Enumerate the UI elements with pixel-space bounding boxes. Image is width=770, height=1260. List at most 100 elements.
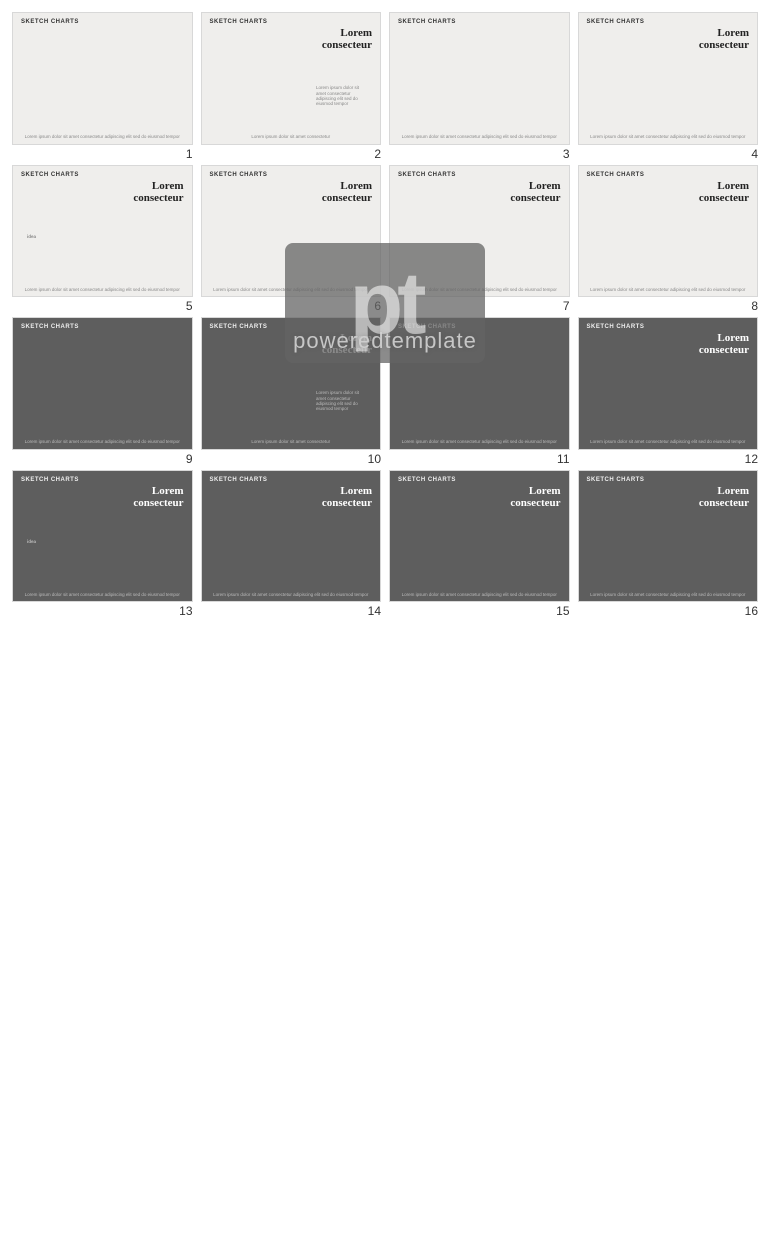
svg-text:lorem: lorem bbox=[733, 554, 748, 560]
svg-text:e: e bbox=[715, 102, 718, 108]
svg-text:concept: concept bbox=[88, 58, 115, 67]
slide-cell[interactable]: SKETCH CHARTS Loremconsecteur 1 2 3 4 id… bbox=[12, 165, 193, 314]
svg-text:2: 2 bbox=[97, 559, 101, 568]
slide-thumb[interactable]: SKETCH CHARTS Loremconsecteur A B idea p… bbox=[201, 470, 382, 603]
slide-header: SKETCH CHARTS bbox=[21, 19, 184, 25]
slide-side-lorem: Lorem ipsum dolor sit amet consectetur a… bbox=[316, 85, 366, 107]
svg-text:e: e bbox=[715, 407, 718, 413]
svg-text:creative: creative bbox=[522, 406, 563, 420]
slide-title: Loremconsecteur bbox=[210, 27, 373, 51]
svg-text:idea: idea bbox=[533, 597, 547, 602]
svg-text:idea: idea bbox=[134, 415, 148, 424]
svg-text:A: A bbox=[252, 400, 258, 409]
slide-title: Loremconsecteur bbox=[21, 180, 184, 204]
svg-text:idea: idea bbox=[609, 398, 623, 407]
svg-text:3: 3 bbox=[133, 254, 137, 263]
svg-text:idea: idea bbox=[224, 577, 238, 586]
slide-cell[interactable]: SKETCH CHARTS Loremconsecteur idea plan … bbox=[578, 317, 759, 466]
slide-header: SKETCH CHARTS bbox=[398, 172, 561, 178]
slide-number: 2 bbox=[201, 145, 382, 161]
svg-text:idea: idea bbox=[609, 93, 623, 102]
svg-text:plan: plan bbox=[53, 415, 69, 424]
slide-thumb[interactable]: SKETCH CHARTS Loremconsecteur lorem lore… bbox=[578, 165, 759, 298]
svg-text:B: B bbox=[299, 569, 305, 578]
slide-title: Loremconsecteur bbox=[587, 332, 750, 356]
slide-header: SKETCH CHARTS bbox=[210, 477, 373, 483]
svg-text:B: B bbox=[284, 95, 290, 104]
slide-cell[interactable]: SKETCH CHARTS concept plan idea Lorem co… bbox=[12, 317, 193, 466]
slide-cell[interactable]: SKETCH CHARTS plan idea creative Lorem i… bbox=[389, 12, 570, 161]
slide-thumb[interactable]: SKETCH CHARTS Loremconsecteur 1 2 3 4 id… bbox=[12, 470, 193, 603]
svg-text:idea: idea bbox=[418, 87, 438, 99]
watermark-badge-text: pt bbox=[349, 259, 420, 347]
svg-text:Lorem consecteur: Lorem consecteur bbox=[66, 87, 135, 97]
slide-number: 8 bbox=[578, 297, 759, 313]
svg-text:1: 1 bbox=[61, 254, 65, 263]
slide-number: 15 bbox=[389, 602, 570, 618]
slide-number: 9 bbox=[12, 450, 193, 466]
slide-title: Loremconsecteur bbox=[21, 485, 184, 509]
slide-header: SKETCH CHARTS bbox=[210, 172, 373, 178]
svg-text:plan: plan bbox=[53, 110, 69, 119]
slide-lorem: Lorem ipsum dolor sit amet consectetur a… bbox=[21, 592, 184, 597]
slide-number: 16 bbox=[578, 602, 759, 618]
slide-number: 1 bbox=[12, 145, 193, 161]
svg-text:plan: plan bbox=[464, 55, 485, 67]
slide-thumb[interactable]: SKETCH CHARTS Loremconsecteur A B Lorem … bbox=[201, 12, 382, 145]
svg-text:plan: plan bbox=[659, 392, 675, 401]
svg-text:idea: idea bbox=[224, 272, 238, 281]
slide-title: Loremconsecteur bbox=[587, 27, 750, 51]
slide-cell[interactable]: SKETCH CHARTS Loremconsecteur ✱ ✱ 1 2 pl… bbox=[389, 470, 570, 619]
slide-number: 12 bbox=[578, 450, 759, 466]
svg-text:idea: idea bbox=[134, 110, 148, 119]
slide-thumb[interactable]: SKETCH CHARTS plan idea creative Lorem i… bbox=[389, 12, 570, 145]
slide-header: SKETCH CHARTS bbox=[398, 477, 561, 483]
slide-thumb[interactable]: SKETCH CHARTS Loremconsecteur idea plan … bbox=[578, 12, 759, 145]
svg-text:1: 1 bbox=[442, 557, 446, 566]
slide-number: 4 bbox=[578, 145, 759, 161]
slide-lorem: Lorem ipsum dolor sit amet consectetur a… bbox=[21, 287, 184, 292]
svg-text:creativ: creativ bbox=[705, 396, 728, 405]
slide-lorem: Lorem ipsum dolor sit amet consectetur a… bbox=[210, 592, 373, 597]
watermark-badge: pt bbox=[285, 243, 485, 363]
slide-lorem: Lorem ipsum dolor sit amet consectetur a… bbox=[587, 439, 750, 444]
slide-lorem: Lorem ipsum dolor sit amet consectetur a… bbox=[587, 287, 750, 292]
slide-lorem: Lorem ipsum dolor sit amet consectetur a… bbox=[398, 592, 561, 597]
slide-cell[interactable]: SKETCH CHARTS concept plan idea Lorem co… bbox=[12, 12, 193, 161]
slide-header: SKETCH CHARTS bbox=[21, 324, 184, 330]
slide-side-lorem: Lorem ipsum dolor sit amet consectetur a… bbox=[316, 390, 366, 412]
slide-side-label: idea bbox=[27, 539, 55, 544]
slide-cell[interactable]: SKETCH CHARTS Loremconsecteur A B Lorem … bbox=[201, 12, 382, 161]
svg-text:✱: ✱ bbox=[542, 583, 547, 590]
slide-title: Loremconsecteur bbox=[210, 485, 373, 509]
slide-number: 13 bbox=[12, 602, 193, 618]
slide-thumb[interactable]: SKETCH CHARTS Loremconsecteur ✱ ✱ 1 2 pl… bbox=[389, 470, 570, 603]
slide-lorem: Lorem ipsum dolor sit amet consectetur bbox=[210, 134, 373, 139]
slide-thumb[interactable]: SKETCH CHARTS concept plan idea Lorem co… bbox=[12, 317, 193, 450]
svg-text:idea: idea bbox=[418, 392, 438, 404]
slide-thumb[interactable]: SKETCH CHARTS concept plan idea Lorem co… bbox=[12, 12, 193, 145]
slide-title: Loremconsecteur bbox=[398, 485, 561, 509]
slide-cell[interactable]: SKETCH CHARTS Loremconsecteur lorem lore… bbox=[578, 165, 759, 314]
svg-text:✱: ✱ bbox=[412, 583, 417, 590]
svg-text:B: B bbox=[284, 400, 290, 409]
slide-cell[interactable]: SKETCH CHARTS Loremconsecteur idea plan … bbox=[578, 12, 759, 161]
slide-cell[interactable]: SKETCH CHARTS Loremconsecteur 1 2 3 4 id… bbox=[12, 470, 193, 619]
slide-number: 10 bbox=[201, 450, 382, 466]
slide-cell[interactable]: SKETCH CHARTS Loremconsecteur A B idea p… bbox=[201, 470, 382, 619]
svg-text:3: 3 bbox=[133, 559, 137, 568]
slide-lorem: Lorem ipsum dolor sit amet consectetur a… bbox=[398, 439, 561, 444]
slide-number: 11 bbox=[389, 450, 570, 466]
slide-header: SKETCH CHARTS bbox=[210, 19, 373, 25]
svg-text:4: 4 bbox=[169, 559, 173, 568]
slide-thumb[interactable]: SKETCH CHARTS Loremconsecteur lorem lore… bbox=[578, 470, 759, 603]
slide-cell[interactable]: SKETCH CHARTS Loremconsecteur lorem lore… bbox=[578, 470, 759, 619]
svg-text:2: 2 bbox=[97, 254, 101, 263]
slide-thumb[interactable]: SKETCH CHARTS Loremconsecteur idea plan … bbox=[578, 317, 759, 450]
svg-text:plan: plan bbox=[342, 547, 358, 556]
slide-thumb[interactable]: SKETCH CHARTS Loremconsecteur 1 2 3 4 id… bbox=[12, 165, 193, 298]
svg-text:plan: plan bbox=[410, 575, 426, 584]
slide-number: 3 bbox=[389, 145, 570, 161]
svg-text:concept: concept bbox=[88, 363, 115, 372]
slide-header: SKETCH CHARTS bbox=[21, 172, 184, 178]
